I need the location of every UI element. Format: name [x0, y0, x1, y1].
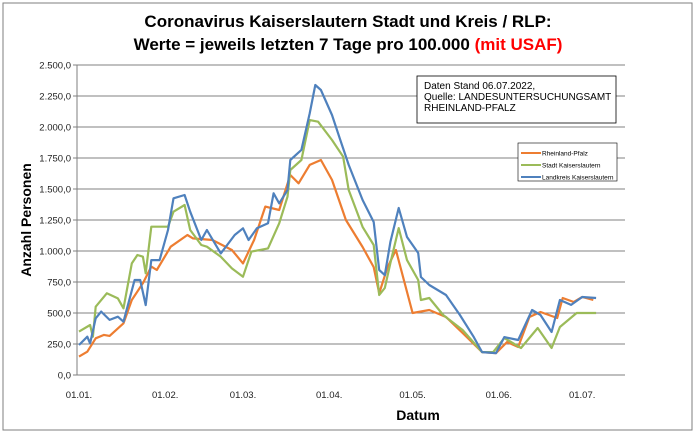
y-tick-label: 2.000,0 [39, 123, 71, 134]
y-tick-label: 0,0 [58, 371, 71, 382]
chart-title-highlight: (mit USAF) [475, 35, 563, 54]
x-tick-label: 01.05. [399, 390, 425, 401]
x-tick-label: 01.04. [316, 390, 342, 401]
chart-title-line2: Werte = jeweils letzten 7 Tage pro 100.0… [134, 35, 563, 54]
series-line-2 [78, 118, 597, 354]
x-tick-labels: 01.01. 01.02. 01.03. 01.04. 01.05. 01.06. 01.0… [66, 390, 596, 401]
y-tick-label: 1.000,0 [39, 247, 71, 258]
x-tick-label: 01.02. [152, 390, 178, 401]
y-tick-label: 2.500,0 [39, 61, 71, 72]
annotation-line-1: Daten Stand 06.07.2022, [424, 81, 535, 92]
y-tick-label: 2.250,0 [39, 92, 71, 103]
x-axis-label: Datum [396, 407, 440, 423]
x-tick-label: 01.01. [66, 390, 92, 401]
y-axis-label: Anzahl Personen [18, 163, 34, 277]
x-tick-label: 01.03. [230, 390, 256, 401]
series-line-3 [78, 83, 597, 355]
legend-frame [517, 142, 618, 182]
legend-label: Stadt Kaiserslautern [542, 162, 601, 169]
legend-label: Landkreis Kaiserslautern [542, 174, 614, 181]
series-lines [78, 83, 597, 358]
chart-title-line1: Coronavirus Kaiserslautern Stadt und Kre… [144, 12, 551, 31]
chart-title-main: Werte = jeweils letzten 7 Tage pro 100.0… [134, 35, 475, 54]
x-tick-label: 01.06. [486, 390, 512, 401]
annotation-frame [416, 75, 617, 124]
y-tick-label: 500,0 [47, 309, 71, 320]
annotation-box: Daten Stand 06.07.2022, Quelle: LANDESUN… [416, 75, 617, 124]
legend: Rheinland-Pfalz Stadt Kaiserslautern Landk… [517, 142, 618, 182]
y-tick-label: 250,0 [47, 340, 71, 351]
y-tick-label: 1.750,0 [39, 154, 71, 165]
y-tick-label: 1.250,0 [39, 216, 71, 227]
legend-label: Rheinland-Pfalz [542, 150, 588, 157]
annotation-line-3: RHEINLAND-PFALZ [424, 103, 516, 114]
annotation-line-2: Quelle: LANDESUNTERSUCHUNGSAMT [424, 92, 611, 103]
y-tick-label: 750,0 [47, 278, 71, 289]
y-tick-label: 1.500,0 [39, 185, 71, 196]
x-tick-label: 01.07. [569, 390, 595, 401]
y-tick-labels: 0,0 250,0 500,0 750,0 1.000,0 1.250,0 1.500,0 1… [39, 61, 71, 382]
